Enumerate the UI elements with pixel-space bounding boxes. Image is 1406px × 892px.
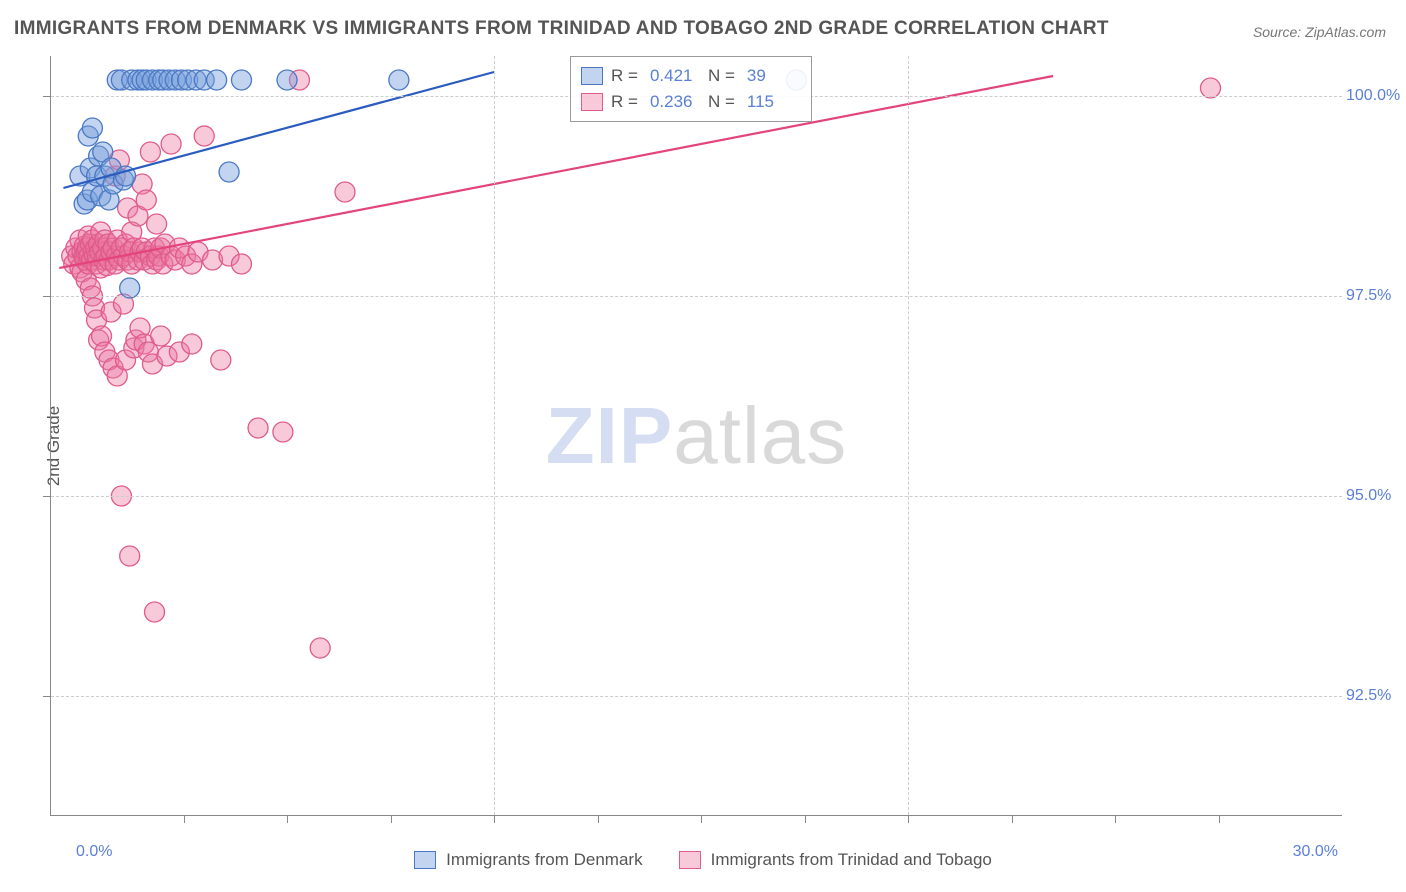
chart-title: IMMIGRANTS FROM DENMARK VS IMMIGRANTS FR… [14, 18, 1109, 40]
xtick-minor [701, 815, 702, 823]
swatch-trinidad [581, 93, 603, 111]
r-value-denmark: 0.421 [650, 66, 700, 86]
xtick-minor [805, 815, 806, 823]
source-attribution: Source: ZipAtlas.com [1253, 24, 1386, 40]
legend-row-trinidad: R = 0.236 N = 115 [581, 89, 797, 115]
chart-svg [51, 56, 1342, 815]
ytick [43, 696, 51, 697]
data-point [231, 70, 251, 90]
n-label: N = [708, 92, 735, 112]
data-point [140, 142, 160, 162]
swatch-trinidad-bottom [679, 851, 701, 869]
xtick-minor [1219, 815, 1220, 823]
data-point [161, 134, 181, 154]
swatch-denmark-bottom [414, 851, 436, 869]
data-point [120, 278, 140, 298]
data-point [211, 350, 231, 370]
data-point [335, 182, 355, 202]
data-point [151, 326, 171, 346]
n-value-denmark: 39 [747, 66, 797, 86]
legend-label-trinidad: Immigrants from Trinidad and Tobago [711, 850, 992, 870]
xtick-major [908, 815, 909, 823]
series-legend: Immigrants from Denmark Immigrants from … [0, 850, 1406, 870]
ytick-label: 97.5% [1346, 287, 1404, 305]
data-point [145, 602, 165, 622]
n-value-trinidad: 115 [747, 92, 797, 112]
r-label: R = [611, 66, 638, 86]
correlation-legend: R = 0.421 N = 39 R = 0.236 N = 115 [570, 56, 812, 122]
xtick-minor [1012, 815, 1013, 823]
gridline-h [51, 496, 1342, 497]
ytick [43, 296, 51, 297]
gridline-h [51, 296, 1342, 297]
data-point [273, 422, 293, 442]
legend-item-trinidad: Immigrants from Trinidad and Tobago [679, 850, 992, 870]
data-point [136, 190, 156, 210]
n-label: N = [708, 66, 735, 86]
data-point [120, 546, 140, 566]
gridline-h [51, 696, 1342, 697]
data-point [277, 70, 297, 90]
trend-line [59, 76, 1053, 268]
data-point [147, 214, 167, 234]
data-point [207, 70, 227, 90]
xtick-minor [287, 815, 288, 823]
data-point [248, 418, 268, 438]
ytick [43, 496, 51, 497]
swatch-denmark [581, 67, 603, 85]
ytick [43, 96, 51, 97]
r-value-trinidad: 0.236 [650, 92, 700, 112]
legend-row-denmark: R = 0.421 N = 39 [581, 63, 797, 89]
r-label: R = [611, 92, 638, 112]
legend-item-denmark: Immigrants from Denmark [414, 850, 642, 870]
gridline-v [494, 56, 495, 815]
data-point [1200, 78, 1220, 98]
xtick-minor [391, 815, 392, 823]
xtick-minor [1115, 815, 1116, 823]
xtick-major [494, 815, 495, 823]
data-point [82, 118, 102, 138]
data-point [219, 162, 239, 182]
xtick-minor [598, 815, 599, 823]
ytick-label: 92.5% [1346, 687, 1404, 705]
gridline-v [908, 56, 909, 815]
data-point [194, 126, 214, 146]
data-point [310, 638, 330, 658]
data-point [389, 70, 409, 90]
data-point [182, 334, 202, 354]
ytick-label: 95.0% [1346, 487, 1404, 505]
data-point [231, 254, 251, 274]
plot-area: ZIPatlas 92.5%95.0%97.5%100.0%0.0%30.0% [50, 56, 1342, 816]
ytick-label: 100.0% [1346, 87, 1404, 105]
xtick-minor [184, 815, 185, 823]
legend-label-denmark: Immigrants from Denmark [446, 850, 642, 870]
